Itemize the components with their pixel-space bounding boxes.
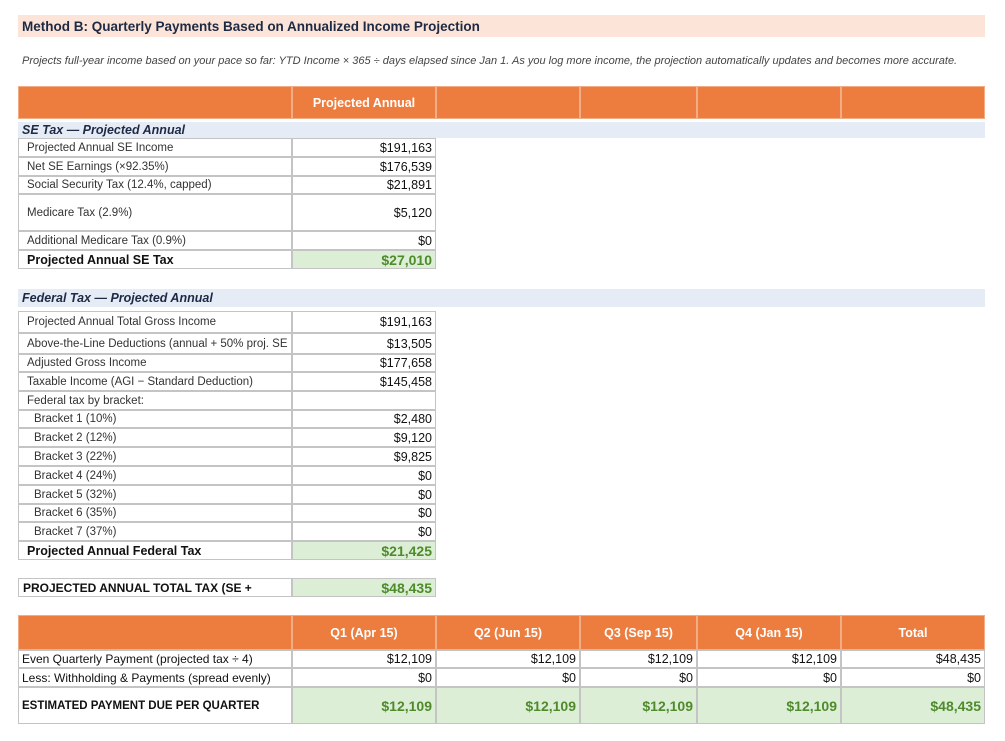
row-value: $9,120 (292, 428, 436, 447)
row-label: Social Security Tax (12.4%, capped) (18, 176, 292, 194)
row-value: $5,120 (292, 194, 436, 231)
row-label: Medicare Tax (2.9%) (18, 194, 292, 231)
row-label: Taxable Income (AGI − Standard Deduction… (18, 372, 292, 391)
row-value: $13,505 (292, 333, 436, 354)
row-label: Net SE Earnings (×92.35%) (18, 157, 292, 176)
row-label: Additional Medicare Tax (0.9%) (18, 231, 292, 250)
row-value: $0 (841, 668, 985, 687)
row-label: Projected Annual Total Gross Income (18, 311, 292, 333)
total-label: Projected Annual Federal Tax (18, 541, 292, 560)
row-label: Bracket 3 (22%) (18, 447, 292, 466)
row-value: $12,109 (580, 650, 697, 668)
header-cell (436, 86, 580, 119)
header-cell (18, 86, 292, 119)
row-value: $191,163 (292, 311, 436, 333)
row-value: $145,458 (292, 372, 436, 391)
row-label: ESTIMATED PAYMENT DUE PER QUARTER (18, 687, 292, 724)
sheet-title: Method B: Quarterly Payments Based on An… (18, 15, 985, 37)
row-label: Even Quarterly Payment (projected tax ÷ … (18, 650, 292, 668)
row-label: Projected Annual SE Income (18, 138, 292, 157)
quarter-header: Q4 (Jan 15) (697, 615, 841, 650)
row-label: Bracket 2 (12%) (18, 428, 292, 447)
total-value: $21,425 (292, 541, 436, 560)
header-cell (580, 86, 697, 119)
row-value: $0 (292, 231, 436, 250)
row-value: $0 (292, 522, 436, 541)
row-label: Bracket 1 (10%) (18, 410, 292, 428)
row-value: $12,109 (436, 650, 580, 668)
row-value: $2,480 (292, 410, 436, 428)
row-value: $0 (292, 466, 436, 485)
row-value: $191,163 (292, 138, 436, 157)
section-title: SE Tax — Projected Annual (18, 122, 985, 138)
header-cell (697, 86, 841, 119)
total-value: $27,010 (292, 250, 436, 269)
column-header: Projected Annual (292, 86, 436, 119)
quarter-header: Total (841, 615, 985, 650)
row-value: $0 (292, 504, 436, 522)
description: Projects full-year income based on your … (22, 55, 958, 67)
quarter-header: Q1 (Apr 15) (292, 615, 436, 650)
grand-total-label: PROJECTED ANNUAL TOTAL TAX (SE + (18, 578, 292, 597)
grand-total-value: $48,435 (292, 578, 436, 597)
row-value: $0 (580, 668, 697, 687)
header-cell (18, 615, 292, 650)
header-cell (841, 86, 985, 119)
row-label: Adjusted Gross Income (18, 354, 292, 372)
row-value: $0 (697, 668, 841, 687)
row-label: Federal tax by bracket: (18, 391, 292, 410)
section-title: Federal Tax — Projected Annual (18, 289, 985, 307)
row-value: $177,658 (292, 354, 436, 372)
row-value: $176,539 (292, 157, 436, 176)
row-value: $12,109 (697, 687, 841, 724)
quarter-header: Q2 (Jun 15) (436, 615, 580, 650)
row-value: $12,109 (580, 687, 697, 724)
row-value: $0 (292, 485, 436, 504)
row-label: Bracket 6 (35%) (18, 504, 292, 522)
row-value: $48,435 (841, 650, 985, 668)
row-label: Bracket 5 (32%) (18, 485, 292, 504)
row-value: $12,109 (697, 650, 841, 668)
row-value: $12,109 (292, 687, 436, 724)
row-value: $21,891 (292, 176, 436, 194)
row-label: Bracket 7 (37%) (18, 522, 292, 541)
row-value: $12,109 (292, 650, 436, 668)
total-label: Projected Annual SE Tax (18, 250, 292, 269)
quarter-header: Q3 (Sep 15) (580, 615, 697, 650)
row-value: $9,825 (292, 447, 436, 466)
row-value: $0 (292, 668, 436, 687)
row-label: Above-the-Line Deductions (annual + 50% … (18, 333, 292, 354)
row-label: Less: Withholding & Payments (spread eve… (18, 668, 292, 687)
row-value: $48,435 (841, 687, 985, 724)
row-value: $0 (436, 668, 580, 687)
row-value (292, 391, 436, 410)
row-value: $12,109 (436, 687, 580, 724)
row-label: Bracket 4 (24%) (18, 466, 292, 485)
